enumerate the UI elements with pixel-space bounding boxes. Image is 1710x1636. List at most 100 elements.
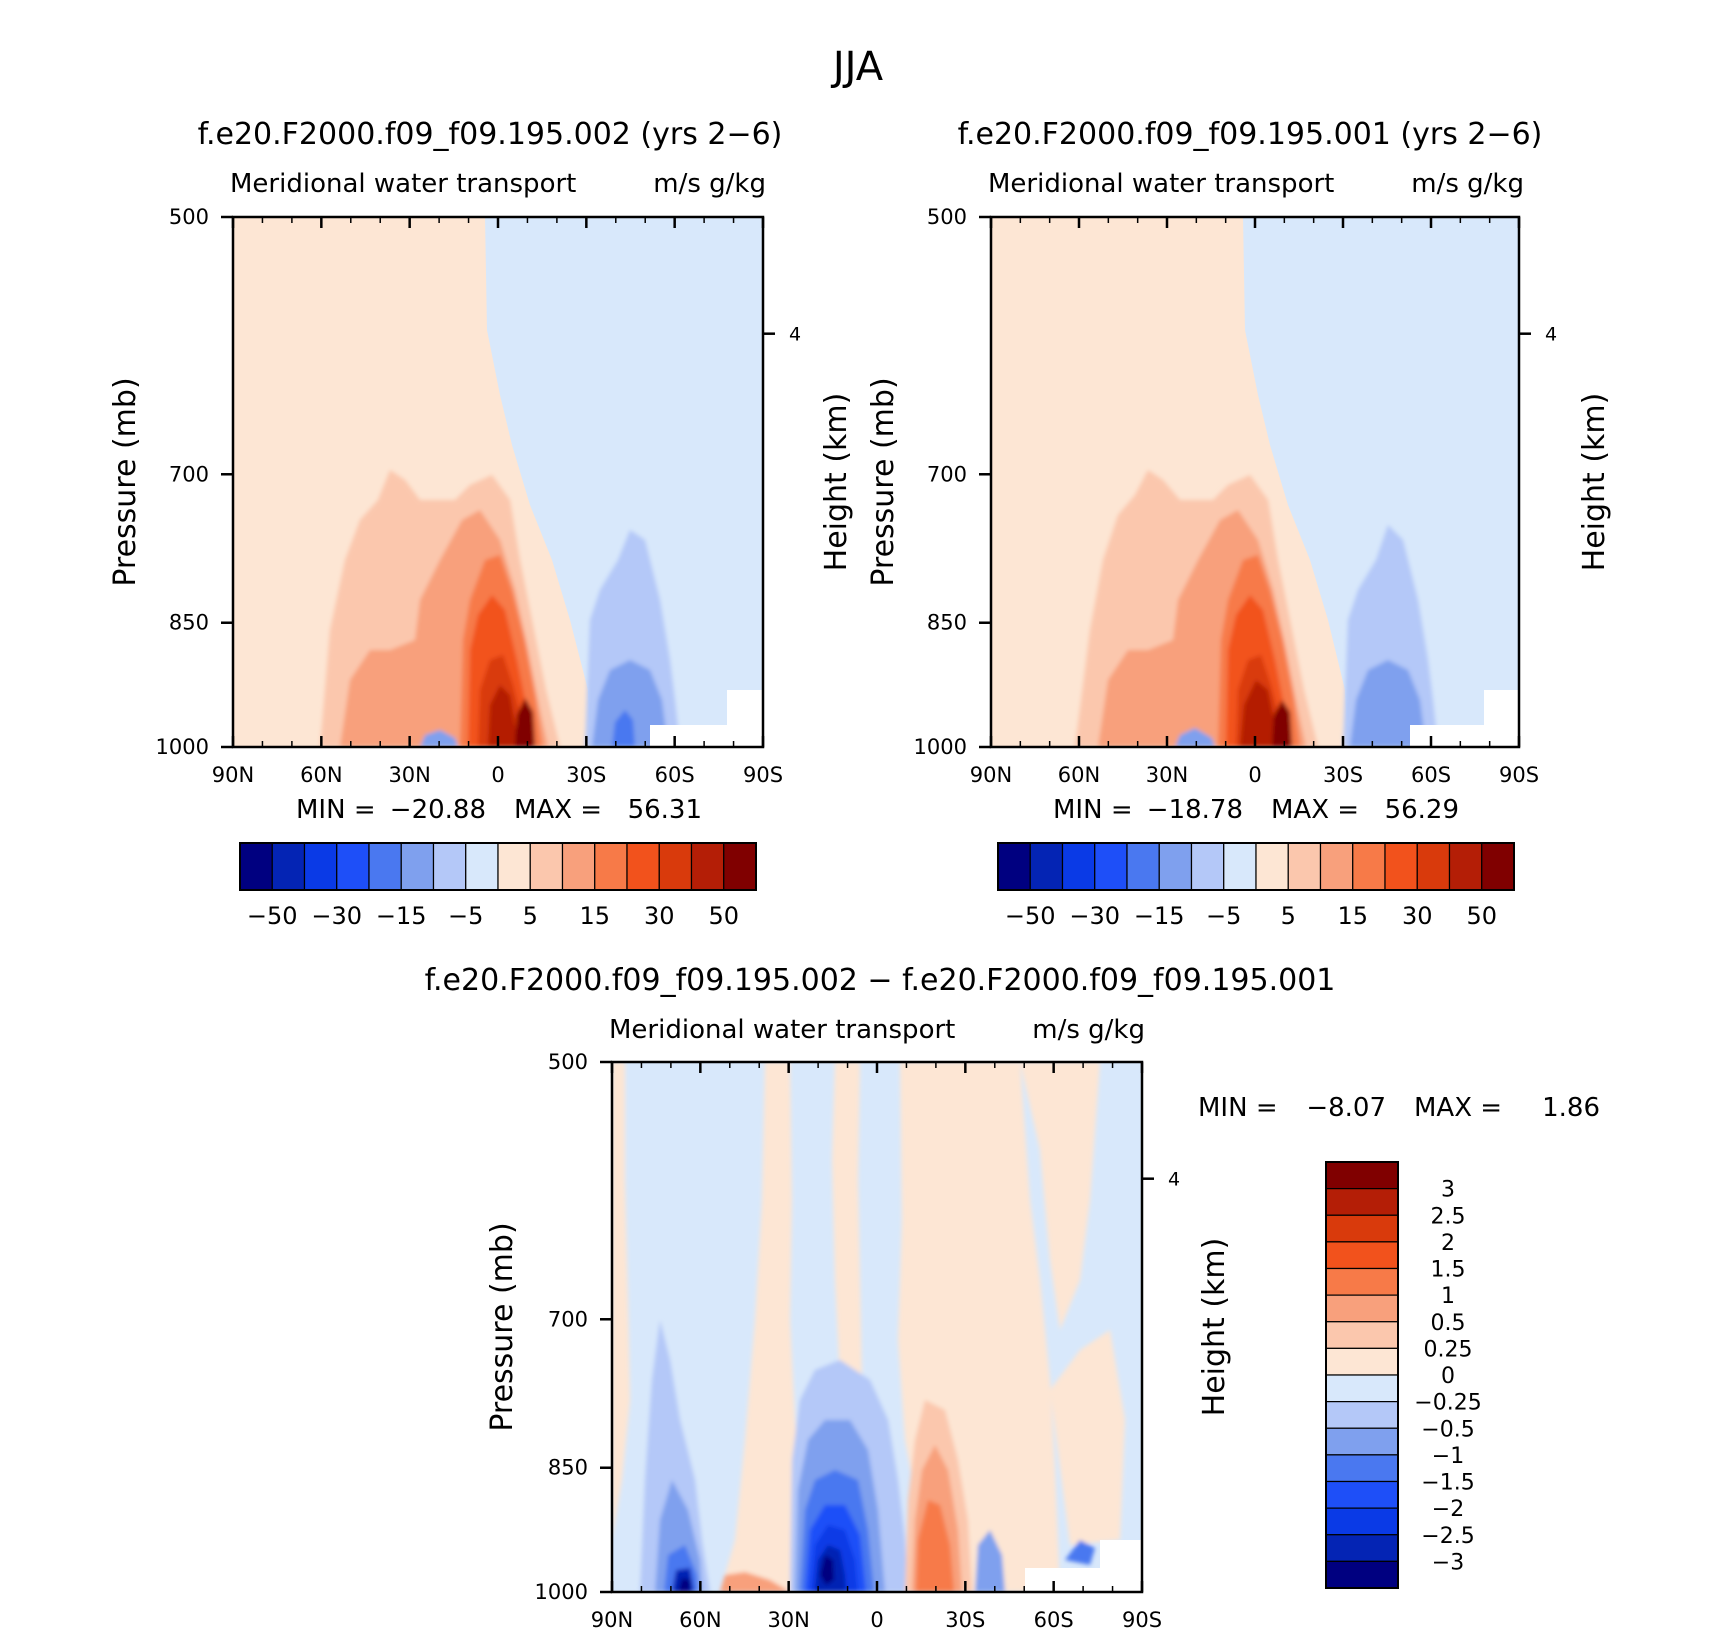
- panel-1-colorbar-box: [626, 842, 660, 891]
- panel-2-left-subtitle: Meridional water transport: [988, 169, 1334, 199]
- panel-2-y-ticks: 500 700 850 1000 4: [914, 205, 1558, 759]
- panel-2-missing-data-2: [1484, 690, 1519, 730]
- panel-1-colorbar-box: [594, 842, 628, 891]
- panel-3-xtick-label: 30S: [945, 1608, 985, 1632]
- panel-2-colorbar-box: [1158, 842, 1193, 891]
- panel-2-colorbar-box: [1094, 842, 1128, 891]
- panel-1-colorbar-box: [336, 842, 370, 891]
- panel-3-missing-data-2: [1100, 1540, 1142, 1570]
- panel-2-colorbar-box: [1255, 842, 1289, 891]
- panel-3-positive-surface-west: [720, 1572, 790, 1592]
- panel-3-colorbar-box: [1325, 1427, 1399, 1456]
- panel-3-xtick-label: 90S: [1122, 1608, 1162, 1632]
- panel-1-colorbar-label: −5: [448, 902, 483, 930]
- panel-1-colorbar-box: [239, 842, 273, 891]
- panel-1-title: f.e20.F2000.f09_f09.195.002 (yrs 2−6): [198, 117, 783, 152]
- panel-1-colorbar-box: [529, 842, 564, 891]
- panel-3-negative-south: [975, 1530, 1005, 1592]
- panel-3-colorbar-label: 0.5: [1431, 1311, 1466, 1336]
- panel-2-stats: MIN = −18.78 MAX = 56.29: [1053, 795, 1459, 825]
- panel-1-stats: MIN = −20.88 MAX = 56.31: [296, 795, 702, 825]
- panel-2-field: [991, 217, 1519, 747]
- panel-3-positive-band-5: [1020, 1062, 1100, 1330]
- panel-3-colorbar-box: [1325, 1507, 1399, 1536]
- panel-1-colorbar-box: [497, 842, 531, 891]
- panel-3-colorbar-label: 3: [1441, 1178, 1455, 1203]
- panel-1-field: [233, 217, 763, 747]
- panel-2-missing-data: [1410, 725, 1519, 747]
- panel-1-negative-lobe-10: [592, 660, 668, 747]
- panel-3-ytick-label: 700: [548, 1307, 588, 1331]
- panel-1-xtick-label: 90N: [212, 763, 254, 787]
- panel-1-negative-lobe-15: [612, 710, 635, 747]
- panel-1-colorbar-box: [465, 842, 499, 891]
- panel-3-colorbar-label: 0: [1441, 1364, 1455, 1389]
- panel-2-min-value: −18.78: [1147, 795, 1243, 825]
- panel-1-ytick-label: 700: [169, 462, 209, 486]
- panel-3-colorbar-label: −1.5: [1421, 1471, 1474, 1496]
- panel-2-min-label: MIN =: [1053, 795, 1133, 825]
- panel-1-colorbar: −50 −30 −15 −5 5 15 30 50: [239, 842, 757, 930]
- panel-3-colorbar-box: [1325, 1214, 1399, 1243]
- panel-2-colorbar-label: 15: [1337, 902, 1368, 930]
- panel-3-colorbar-label: −0.25: [1414, 1391, 1481, 1416]
- panel-3-negative-west-5: [678, 1578, 690, 1592]
- panel-2-colorbar-label: −5: [1206, 902, 1241, 930]
- panel-3-positive-band-3: [832, 1062, 862, 1440]
- panel-3-xtick-label: 30N: [767, 1608, 809, 1632]
- panel-2-colorbar-label: 5: [1281, 902, 1296, 930]
- panel-2-xtick-label: 30S: [1323, 763, 1363, 787]
- panel-2-colorbar-frame: [997, 842, 1515, 891]
- panel-2-contour-40: [1240, 680, 1278, 747]
- panel-3-colorbar-box: [1325, 1188, 1399, 1216]
- panel-1-missing-data-2: [727, 690, 763, 730]
- panel-1-colorbar-box: [690, 842, 725, 891]
- panel-2-y2label: Height (km): [1577, 393, 1612, 572]
- panel-2-xtick-label: 30N: [1146, 763, 1188, 787]
- panel-2-colorbar-box: [997, 842, 1031, 891]
- panel-2-colorbar-label: −50: [1005, 902, 1056, 930]
- panel-3-colorbar-box: [1325, 1161, 1399, 1190]
- panel-2-x-ticks: 90N 60N 30N 0 30S 60S 90S: [970, 217, 1539, 787]
- panel-3-xtick-label: 60S: [1034, 1608, 1074, 1632]
- panel-1-colorbar-box: [271, 842, 306, 891]
- panel-3-colorbar-box: [1325, 1534, 1399, 1562]
- panel-2: f.e20.F2000.f09_f09.195.001 (yrs 2−6) Me…: [866, 117, 1612, 930]
- panel-3-colorbar-label: 1: [1441, 1284, 1455, 1309]
- panel-3-xtick-label: 90N: [591, 1608, 633, 1632]
- panel-3-colorbar-label: −2: [1432, 1497, 1464, 1522]
- panel-1-y-ticks: 500 700 850 1000 4: [156, 205, 802, 759]
- panel-2-colorbar-box: [1223, 842, 1257, 891]
- panel-3-positive-band-6: [1050, 1330, 1125, 1545]
- panel-1-max-label: MAX =: [514, 795, 602, 825]
- panel-3-ytick-label: 500: [548, 1050, 588, 1074]
- panel-1-colorbar-box: [432, 842, 467, 891]
- panel-1-min-label: MIN =: [296, 795, 376, 825]
- panel-1-colorbar-frame: [239, 842, 757, 891]
- panel-2-right-subtitle: m/s g/kg: [1411, 169, 1524, 199]
- panel-2-ytick-label: 1000: [914, 735, 967, 759]
- panel-2-colorbar-label: −30: [1069, 902, 1120, 930]
- panel-3-colorbar-box: [1325, 1480, 1399, 1509]
- panel-1-max-value: 56.31: [628, 795, 702, 825]
- panel-2-colorbar-box: [1384, 842, 1418, 891]
- panel-1-xtick-label: 60S: [655, 763, 695, 787]
- panel-2-xtick-label: 60S: [1411, 763, 1451, 787]
- panel-3-negative-west-1: [640, 1320, 710, 1592]
- panel-3-colorbar-box: [1325, 1374, 1399, 1403]
- panel-3-colorbar-box: [1325, 1454, 1399, 1483]
- panel-3-colorbar-label: −2.5: [1421, 1524, 1474, 1549]
- panel-1-colorbar-label: 30: [644, 902, 675, 930]
- panel-2-colorbar-box: [1481, 842, 1515, 891]
- panel-3-field: [612, 1062, 1142, 1592]
- panel-3-max-label: MAX =: [1414, 1093, 1502, 1123]
- panel-2-xtick-label: 60N: [1058, 763, 1100, 787]
- panel-1-y2label: Height (km): [819, 393, 854, 572]
- panel-1-y2tick-label: 4: [789, 324, 801, 346]
- panel-3-xtick-label: 60N: [679, 1608, 721, 1632]
- panel-1: f.e20.F2000.f09_f09.195.002 (yrs 2−6) Me…: [108, 117, 854, 930]
- panel-2-colorbar-label: −15: [1134, 902, 1185, 930]
- panel-3: f.e20.F2000.f09_f09.195.002 − f.e20.F200…: [425, 963, 1600, 1632]
- panel-3-colorbar: 32.521.510.50.250−0.25−0.5−1−1.5−2−2.5−3: [1325, 1161, 1482, 1589]
- panel-2-title: f.e20.F2000.f09_f09.195.001 (yrs 2−6): [958, 117, 1543, 152]
